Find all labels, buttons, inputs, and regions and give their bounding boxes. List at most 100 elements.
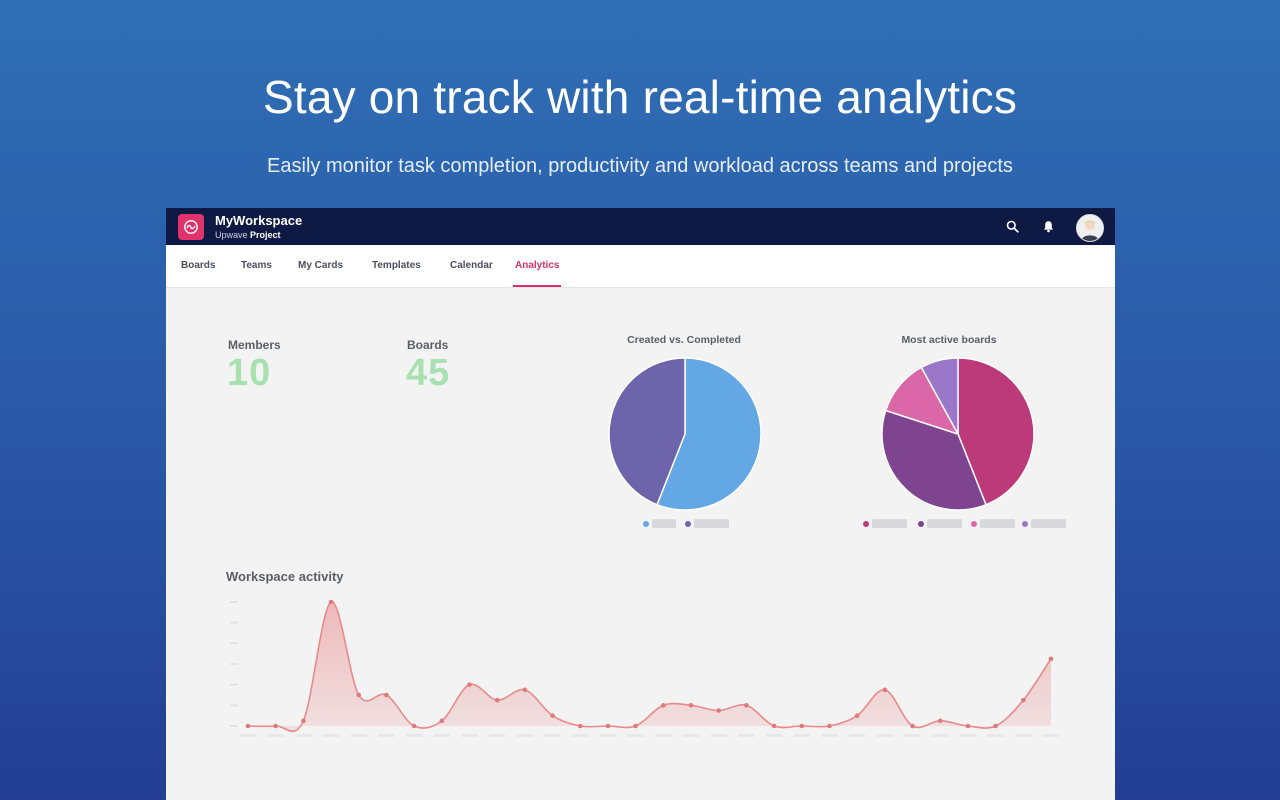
activity-point[interactable] (716, 708, 722, 713)
x-tick (738, 734, 755, 737)
tab-my-cards[interactable]: My Cards (298, 260, 344, 271)
legend-dot (971, 520, 977, 527)
activity-point[interactable] (993, 723, 998, 729)
tab-boards[interactable]: Boards (181, 260, 216, 271)
activity-point[interactable] (467, 682, 472, 687)
workspace-activity-chart (230, 599, 1059, 737)
x-tick (323, 734, 340, 737)
top-bar: MyWorkspace Upwave Project (166, 208, 1115, 245)
activity-point[interactable] (273, 723, 278, 729)
x-tick (489, 734, 506, 737)
activity-point[interactable] (854, 713, 860, 718)
activity-point[interactable] (688, 703, 694, 708)
nav-tabs: Boards Teams My Cards Templates Calendar… (166, 245, 1115, 288)
created-vs-completed-chart (608, 357, 762, 511)
x-tick (627, 734, 644, 737)
tab-calendar[interactable]: Calendar (450, 260, 493, 271)
x-tick (932, 734, 949, 737)
x-tick (350, 734, 367, 737)
hero-title: Stay on track with real-time analytics (262, 71, 1018, 123)
legend-item (863, 519, 907, 528)
activity-point[interactable] (494, 697, 500, 703)
activity-point[interactable] (384, 692, 389, 698)
legend-item (918, 519, 962, 528)
x-tick (655, 734, 672, 737)
pie-slice[interactable] (957, 357, 1035, 506)
legend-dot (643, 520, 649, 527)
workspace-sub-prefix: Upwave (215, 230, 248, 240)
members-value: 10 (227, 352, 272, 394)
activity-point[interactable] (827, 723, 832, 729)
activity-point[interactable] (799, 723, 805, 729)
activity-point[interactable] (744, 703, 749, 708)
tab-analytics[interactable]: Analytics (512, 245, 562, 287)
pie-slice[interactable] (920, 357, 959, 435)
pie-slice[interactable] (608, 357, 686, 506)
legend-dot (918, 520, 924, 527)
activity-point[interactable] (328, 599, 334, 605)
user-avatar[interactable] (1076, 214, 1104, 242)
activity-point[interactable] (356, 692, 362, 698)
x-tick (572, 734, 589, 737)
legend-item (1022, 519, 1066, 528)
pie-slice[interactable] (656, 357, 762, 511)
legend-label-placeholder (927, 519, 962, 528)
activity-point[interactable] (301, 718, 306, 724)
x-tick (821, 734, 838, 737)
x-tick (849, 734, 866, 737)
bell-icon[interactable] (1040, 218, 1056, 234)
tab-teams[interactable]: Teams (241, 260, 272, 271)
activity-point[interactable] (439, 718, 445, 724)
tab-templates[interactable]: Templates (372, 260, 421, 271)
x-tick (987, 734, 1004, 737)
x-tick (516, 734, 533, 737)
x-tick (599, 734, 616, 737)
x-tick (378, 734, 395, 737)
x-tick (267, 734, 284, 737)
legend-item (643, 519, 676, 528)
activity-point[interactable] (577, 723, 583, 729)
legend-dot (685, 520, 691, 527)
pie-slice[interactable] (881, 409, 987, 511)
activity-area (248, 601, 1051, 732)
activity-point[interactable] (937, 718, 943, 724)
activity-point[interactable] (522, 687, 528, 693)
x-tick (461, 734, 478, 737)
activity-point[interactable] (1021, 697, 1026, 703)
hero-subtitle: Easily monitor task completion, producti… (267, 155, 1013, 177)
search-icon[interactable] (1004, 218, 1020, 234)
x-tick (295, 734, 312, 737)
legend-label-placeholder (980, 519, 1015, 528)
upwave-logo-icon[interactable] (178, 214, 204, 240)
activity-point[interactable] (245, 723, 251, 729)
activity-point[interactable] (550, 713, 555, 718)
activity-point[interactable] (633, 723, 638, 729)
created-vs-completed-title: Created vs. Completed (627, 334, 741, 346)
activity-point[interactable] (771, 723, 777, 729)
x-tick (710, 734, 727, 737)
legend-item (971, 519, 1015, 528)
activity-point[interactable] (661, 703, 666, 708)
x-tick (1015, 734, 1032, 737)
x-tick (766, 734, 783, 737)
most-active-boards-chart (881, 357, 1035, 511)
activity-point[interactable] (411, 723, 417, 729)
x-tick (406, 734, 423, 737)
x-tick (1043, 734, 1059, 737)
x-tick (544, 734, 561, 737)
activity-point[interactable] (882, 687, 888, 693)
activity-point[interactable] (605, 723, 611, 729)
boards-value: 45 (406, 352, 451, 394)
workspace-name[interactable]: MyWorkspace (215, 213, 303, 228)
legend-label-placeholder (872, 519, 907, 528)
x-tick (959, 734, 976, 737)
activity-point[interactable] (910, 723, 915, 729)
x-tick (904, 734, 921, 737)
activity-point[interactable] (1048, 656, 1054, 662)
activity-point[interactable] (965, 723, 971, 729)
legend-label-placeholder (694, 519, 729, 528)
x-tick (433, 734, 450, 737)
members-label: Members (228, 338, 281, 352)
app-window: MyWorkspace Upwave Project (166, 208, 1115, 800)
x-tick (793, 734, 810, 737)
